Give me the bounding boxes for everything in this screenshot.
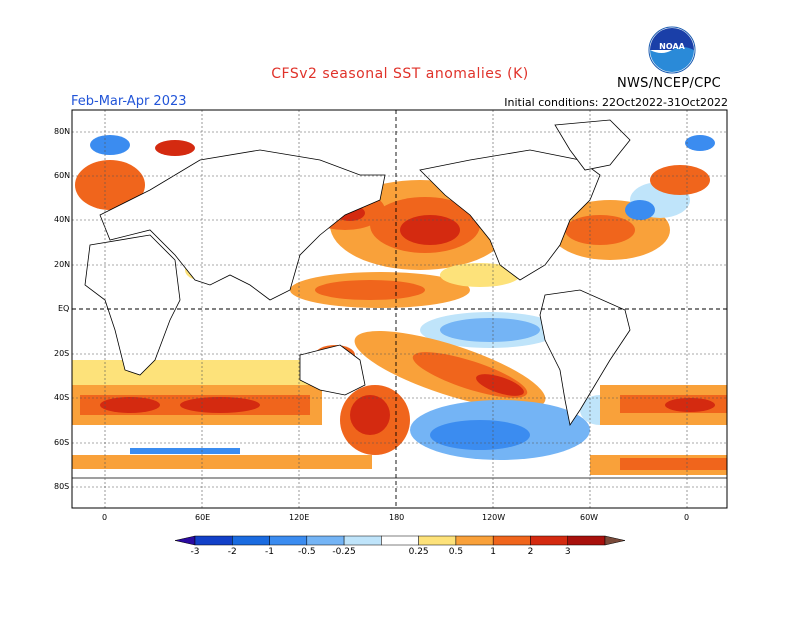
colorbar-label: -0.25 — [332, 547, 356, 557]
lat-label: 60N — [54, 171, 71, 180]
colorbar-label: 3 — [564, 547, 571, 557]
colorbar-label: 0.5 — [448, 547, 464, 557]
colorbar-bin — [418, 535, 457, 546]
lat-label: 40N — [54, 215, 71, 224]
colorbar-bin — [174, 535, 196, 546]
forecast-period: Feb-Mar-Apr 2023 — [71, 94, 187, 109]
chart-title: CFSv2 seasonal SST anomalies (K) — [271, 66, 529, 82]
lon-label: 60W — [580, 513, 599, 522]
colorbar-bin — [567, 535, 606, 546]
colorbar-bin — [492, 535, 531, 546]
lon-label: 0 — [102, 513, 108, 522]
colorbar-bin — [194, 535, 233, 546]
colorbar-label: -2 — [227, 547, 237, 557]
lon-label: 120W — [482, 513, 506, 522]
initial-conditions: Initial conditions: 22Oct2022-31Oct2022 — [504, 96, 728, 109]
colorbar-label: -1 — [265, 547, 275, 557]
equator-dateline — [72, 110, 727, 508]
colorbar-label: 0.25 — [408, 547, 429, 557]
colorbar-label: -0.5 — [298, 547, 316, 557]
colorbar-bin — [455, 535, 494, 546]
lon-label: 180 — [389, 513, 405, 522]
colorbar-bin — [530, 535, 568, 546]
colorbar-bin — [269, 535, 308, 546]
agency-label: NWS/NCEP/CPC — [617, 76, 722, 91]
lat-label: 40S — [54, 393, 70, 402]
colorbar-bin — [306, 535, 345, 546]
lat-label: 20N — [54, 260, 71, 269]
map-frame — [71, 109, 728, 509]
lon-label: 120E — [289, 513, 310, 522]
lon-label: 0 — [684, 513, 690, 522]
lat-label: EQ — [58, 304, 70, 313]
colorbar-bin — [604, 535, 626, 546]
colorbar-label: 2 — [527, 547, 534, 557]
lat-label: 60S — [54, 438, 70, 447]
colorbar-bin — [381, 535, 419, 546]
colorbar-label: 1 — [490, 547, 497, 557]
lat-label: 80S — [54, 482, 70, 491]
land-masses — [72, 119, 727, 508]
svg-text:NOAA: NOAA — [659, 42, 685, 51]
colorbar-bin — [232, 535, 270, 546]
map-gridlines — [72, 110, 727, 508]
lat-label: 80N — [54, 127, 71, 136]
lon-label: 60E — [195, 513, 211, 522]
colorbar-bin — [343, 535, 382, 546]
noaa-logo: NOAA — [648, 26, 696, 74]
colorbar-label: -3 — [190, 547, 200, 557]
lat-label: 20S — [54, 349, 70, 358]
